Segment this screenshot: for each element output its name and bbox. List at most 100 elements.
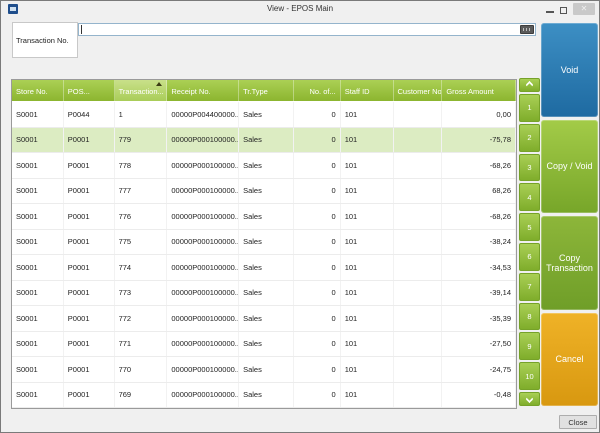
page-button-8[interactable]: 8	[519, 303, 540, 331]
window-title: View - EPOS Main	[1, 4, 599, 13]
table-cell: 101	[341, 306, 394, 331]
transaction-no-input[interactable]	[78, 23, 536, 36]
table-cell	[394, 306, 443, 331]
table-cell: 00000P000100000...	[167, 153, 239, 178]
title-bar: View - EPOS Main ✕	[1, 1, 599, 17]
table-cell: -68,26	[442, 204, 516, 229]
table-row[interactable]: S0001P0044100000P004400000...Sales01010,…	[12, 102, 516, 128]
table-cell: S0001	[12, 102, 64, 127]
column-header-tr-type[interactable]: Tr.Type	[239, 80, 294, 101]
page-button-4[interactable]: 4	[519, 183, 540, 211]
page-button-1[interactable]: 1	[519, 94, 540, 122]
table-cell: P0001	[64, 204, 115, 229]
page-button-7[interactable]: 7	[519, 273, 540, 301]
table-cell: 0	[294, 255, 341, 280]
table-cell: P0001	[64, 332, 115, 357]
table-cell	[394, 179, 443, 204]
page-button-6[interactable]: 6	[519, 243, 540, 271]
table-header: Store No.POS...Transaction...Receipt No.…	[12, 80, 516, 101]
column-header-transaction[interactable]: Transaction...	[115, 80, 168, 101]
page-button-3[interactable]: 3	[519, 154, 540, 182]
table-cell	[394, 357, 443, 382]
table-cell: 0	[294, 306, 341, 331]
page-button-5[interactable]: 5	[519, 213, 540, 241]
table-cell: -39,14	[442, 281, 516, 306]
table-cell: 00000P000100000...	[167, 383, 239, 408]
table-cell: 0	[294, 357, 341, 382]
table-row[interactable]: S0001P000177300000P000100000...Sales0101…	[12, 281, 516, 307]
table-cell: 101	[341, 357, 394, 382]
table-row[interactable]: S0001P000177900000P000100000...Sales0101…	[12, 128, 516, 154]
table-cell: 0	[294, 204, 341, 229]
action-button-panel: VoidCopy / VoidCopy TransactionCancel	[541, 23, 598, 406]
table-cell: S0001	[12, 383, 64, 408]
keyboard-icon[interactable]	[520, 25, 534, 34]
table-cell	[394, 153, 443, 178]
column-header-receipt-no[interactable]: Receipt No.	[167, 80, 239, 101]
page-button-2[interactable]: 2	[519, 124, 540, 152]
table-cell: S0001	[12, 332, 64, 357]
table-cell: 774	[115, 255, 168, 280]
table-cell	[394, 128, 443, 153]
table-cell: 101	[341, 179, 394, 204]
page-button-10[interactable]: 10	[519, 362, 540, 390]
table-cell: 0	[294, 230, 341, 255]
table-row[interactable]: S0001P000177500000P000100000...Sales0101…	[12, 230, 516, 256]
table-cell: Sales	[239, 332, 294, 357]
table-row[interactable]: S0001P000177000000P000100000...Sales0101…	[12, 357, 516, 383]
page-down-icon[interactable]	[519, 392, 540, 406]
void-button[interactable]: Void	[541, 23, 598, 117]
table-cell: 770	[115, 357, 168, 382]
transaction-no-label: Transaction No.	[12, 22, 78, 58]
table-cell: 775	[115, 230, 168, 255]
close-button[interactable]: Close	[559, 415, 597, 429]
table-row[interactable]: S0001P000177800000P000100000...Sales0101…	[12, 153, 516, 179]
table-cell: 101	[341, 102, 394, 127]
text-caret	[81, 25, 82, 34]
table-cell: -27,50	[442, 332, 516, 357]
table-row[interactable]: S0001P000176900000P000100000...Sales0101…	[12, 383, 516, 409]
table-cell: 777	[115, 179, 168, 204]
minimize-icon[interactable]	[546, 11, 554, 13]
maximize-icon[interactable]	[560, 7, 567, 14]
table-cell: 00000P000100000...	[167, 128, 239, 153]
table-cell: S0001	[12, 179, 64, 204]
column-header-gross-amount[interactable]: Gross Amount	[442, 80, 516, 101]
cancel-button[interactable]: Cancel	[541, 313, 598, 407]
table-cell: 101	[341, 128, 394, 153]
table-cell: 771	[115, 332, 168, 357]
table-cell: 1	[115, 102, 168, 127]
page-number-list: 12345678910	[519, 94, 540, 390]
table-cell: 68,26	[442, 179, 516, 204]
table-cell: Sales	[239, 102, 294, 127]
table-row[interactable]: S0001P000177200000P000100000...Sales0101…	[12, 306, 516, 332]
column-header-no-of[interactable]: No. of...	[294, 80, 341, 101]
table-row[interactable]: S0001P000177700000P000100000...Sales0101…	[12, 179, 516, 205]
table-cell: Sales	[239, 230, 294, 255]
table-cell: 101	[341, 153, 394, 178]
table-row[interactable]: S0001P000177600000P000100000...Sales0101…	[12, 204, 516, 230]
close-window-icon[interactable]: ✕	[573, 3, 595, 15]
table-cell: 0	[294, 153, 341, 178]
column-header-staff-id[interactable]: Staff ID	[341, 80, 394, 101]
column-header-customer-no[interactable]: Customer No.	[394, 80, 443, 101]
table-row[interactable]: S0001P000177100000P000100000...Sales0101…	[12, 332, 516, 358]
table-cell: P0001	[64, 128, 115, 153]
column-header-pos[interactable]: POS...	[64, 80, 115, 101]
copy-transaction-button[interactable]: Copy Transaction	[541, 216, 598, 310]
table-cell	[394, 383, 443, 408]
page-button-9[interactable]: 9	[519, 332, 540, 360]
table-cell: 773	[115, 281, 168, 306]
page-up-icon[interactable]	[519, 78, 540, 92]
table-cell: 772	[115, 306, 168, 331]
table-cell: 101	[341, 255, 394, 280]
table-cell: -38,24	[442, 230, 516, 255]
table-cell: 00000P000100000...	[167, 357, 239, 382]
table-cell: -24,75	[442, 357, 516, 382]
page-selector: 12345678910	[519, 78, 540, 406]
copy-void-button[interactable]: Copy / Void	[541, 120, 598, 214]
table-row[interactable]: S0001P000177400000P000100000...Sales0101…	[12, 255, 516, 281]
column-header-store-no[interactable]: Store No.	[12, 80, 64, 101]
table-cell: S0001	[12, 204, 64, 229]
table-cell: S0001	[12, 306, 64, 331]
